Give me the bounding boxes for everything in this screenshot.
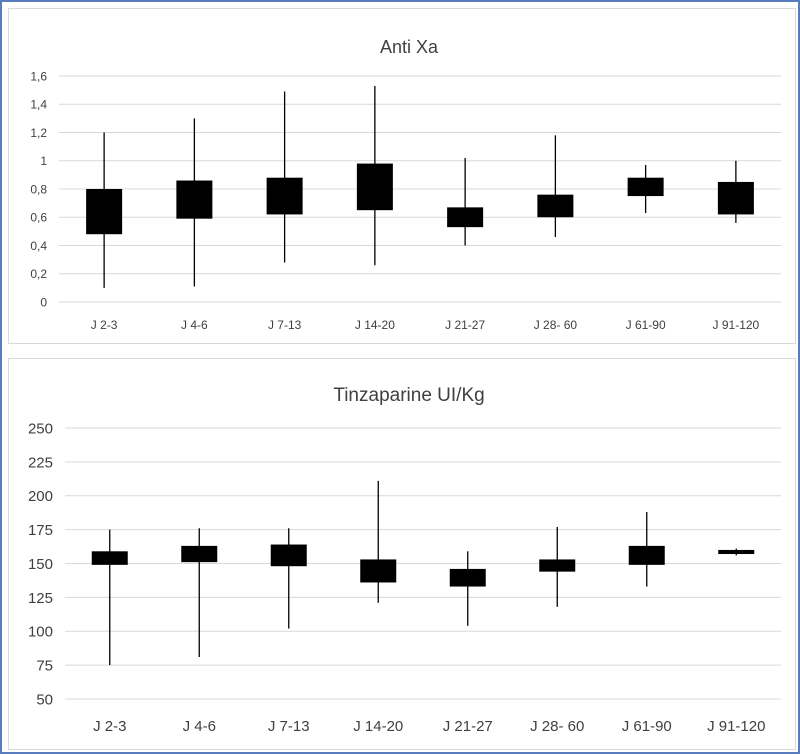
y-tick-label: 175 xyxy=(28,522,53,539)
box xyxy=(266,177,303,215)
y-tick-label: 1,6 xyxy=(30,69,47,83)
x-tick-label: J 14-20 xyxy=(353,718,403,735)
box xyxy=(537,194,574,218)
y-tick-label: 0 xyxy=(40,295,47,309)
box xyxy=(176,180,213,219)
y-tick-label: 150 xyxy=(28,556,53,573)
x-tick-label: J 14-20 xyxy=(355,318,395,332)
x-tick-label: J 61-90 xyxy=(622,718,672,735)
y-tick-label: 1 xyxy=(40,154,47,168)
y-tick-label: 250 xyxy=(28,420,53,437)
y-tick-label: 0,6 xyxy=(30,211,47,225)
y-tick-label: 50 xyxy=(36,691,53,708)
tinzaparine-chart: Tinzaparine UI/Kg 50 75 100 125 150 175 200 225… xyxy=(28,385,781,735)
x-tick-label: J 7-13 xyxy=(268,318,302,332)
box xyxy=(627,177,664,197)
x-tick-label: J 61-90 xyxy=(626,318,666,332)
y-tick-label: 0,4 xyxy=(30,239,47,253)
x-tick-label: J 21-27 xyxy=(443,718,493,735)
y-tick-label: 1,4 xyxy=(30,98,47,112)
box xyxy=(86,189,123,235)
y-tick-label: 200 xyxy=(28,488,53,505)
y-tick-label: 0,8 xyxy=(30,182,47,196)
y-tick-label: 75 xyxy=(36,658,53,675)
anti-xa-chart-panel: Anti Xa 0 0,2 0,4 0,6 0,8 1 1,2 1,4 1,6 J 2-3 J 4-… xyxy=(8,8,796,344)
anti-xa-chart: Anti Xa 0 0,2 0,4 0,6 0,8 1 1,2 1,4 1,6 J 2-3 J 4-… xyxy=(30,37,781,332)
x-tick-label: J 4-6 xyxy=(181,318,208,332)
chart-title: Tinzaparine UI/Kg xyxy=(333,385,484,406)
x-tick-label: J 4-6 xyxy=(183,718,216,735)
box xyxy=(91,551,128,565)
box xyxy=(449,568,486,587)
y-tick-label: 0,2 xyxy=(30,267,47,281)
x-tick-label: J 2-3 xyxy=(93,718,126,735)
box xyxy=(539,559,576,572)
x-tick-label: J 91-120 xyxy=(713,318,760,332)
box xyxy=(628,545,665,565)
box xyxy=(360,559,397,583)
y-tick-label: 1,2 xyxy=(30,126,47,140)
x-tick-label: J 28- 60 xyxy=(530,718,584,735)
box xyxy=(270,544,307,567)
x-tick-label: J 7-13 xyxy=(268,718,310,735)
tinzaparine-chart-panel: Tinzaparine UI/Kg 50 75 100 125 150 175 200 225… xyxy=(8,358,796,750)
y-tick-label: 125 xyxy=(28,590,53,607)
box xyxy=(447,207,484,228)
chart-title: Anti Xa xyxy=(380,37,439,57)
y-tick-label: 225 xyxy=(28,454,53,471)
x-tick-label: J 21-27 xyxy=(445,318,485,332)
x-tick-label: J 2-3 xyxy=(91,318,118,332)
box xyxy=(717,181,754,215)
box xyxy=(181,545,218,563)
x-tick-label: J 28- 60 xyxy=(534,318,578,332)
y-tick-label: 100 xyxy=(28,624,53,641)
x-tick-label: J 91-120 xyxy=(707,718,765,735)
box xyxy=(718,549,755,555)
box xyxy=(356,163,393,211)
